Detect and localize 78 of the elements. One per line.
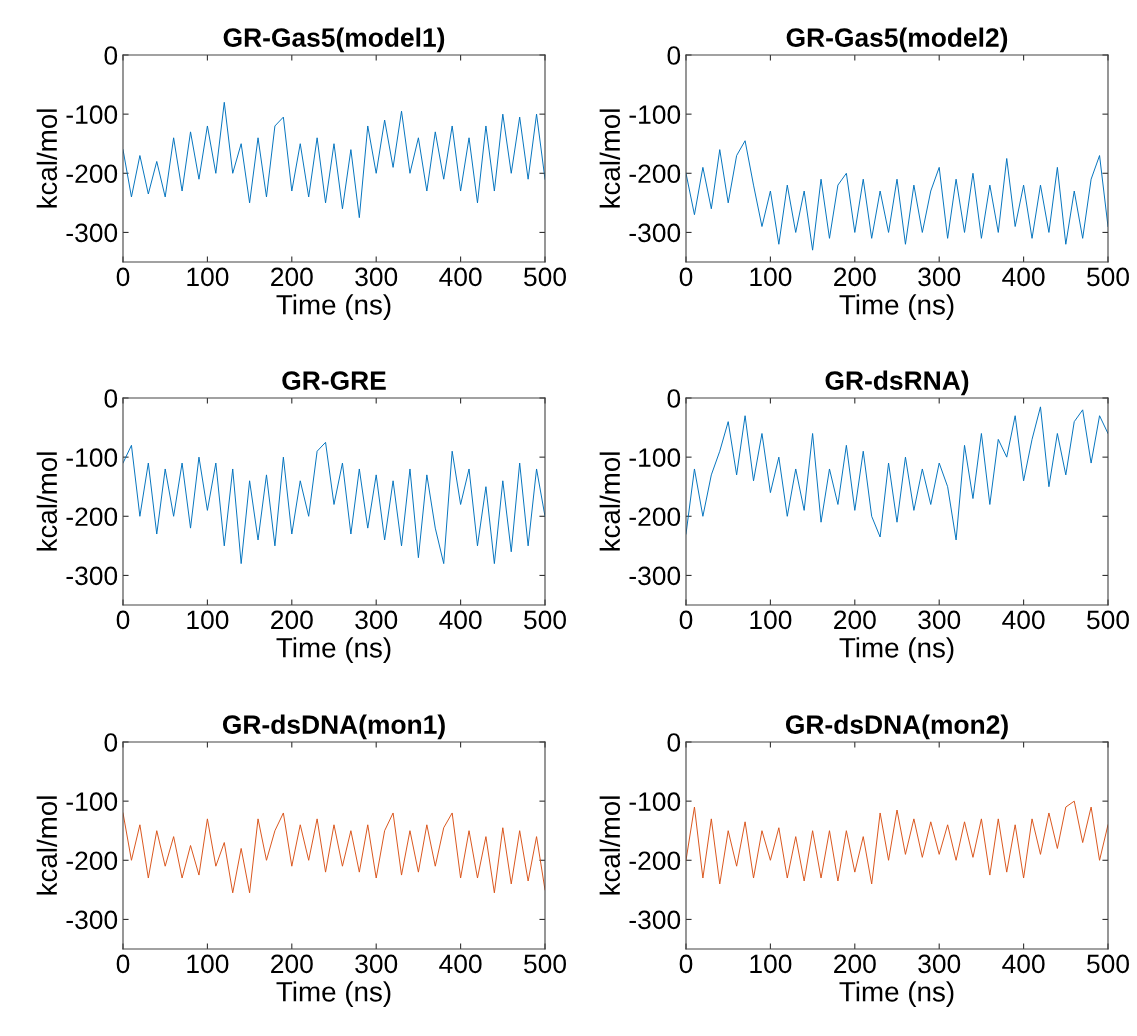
x-tick-label: 200: [834, 954, 876, 974]
y-tick-label: -300: [629, 910, 681, 930]
y-axis-title: kcal/mol: [599, 109, 621, 208]
x-tick-label: 400: [439, 610, 482, 630]
x-tick-label: 300: [918, 267, 961, 287]
y-tick-label: 0: [104, 389, 118, 408]
y-tick-label: -200: [66, 507, 118, 527]
y-tick-label: -200: [66, 851, 118, 871]
y-axis-title: kcal/mol: [36, 452, 58, 551]
x-tick-label: 500: [524, 954, 566, 974]
y-tick-label: 0: [104, 46, 118, 65]
x-tick-label: 100: [187, 954, 229, 974]
x-tick-label: 500: [1087, 267, 1129, 287]
x-axis-title: Time (ns): [839, 294, 954, 321]
x-tick-label: 300: [918, 954, 961, 974]
y-tick-label: -100: [66, 105, 118, 124]
x-tick-label: 200: [834, 610, 876, 630]
y-tick-label: 0: [667, 733, 681, 752]
y-tick-label: -300: [629, 223, 681, 243]
chart-title: GR-dsRNA): [825, 370, 969, 396]
x-tick-label: 100: [750, 610, 792, 630]
x-tick-label: 400: [439, 267, 482, 287]
y-tick-label: 0: [104, 733, 118, 752]
x-tick-label: 100: [750, 954, 792, 974]
x-tick-label: 300: [355, 610, 398, 630]
y-tick-label: -100: [66, 448, 118, 467]
chart-title: GR-dsDNA(mon2): [785, 714, 1008, 740]
x-tick-label: 500: [524, 267, 566, 287]
line-series: [123, 441, 545, 565]
x-tick-label: 200: [834, 267, 876, 287]
x-tick-label: 300: [355, 267, 398, 287]
x-axis-title: Time (ns): [276, 637, 391, 664]
x-tick-label: 400: [1002, 610, 1045, 630]
y-tick-label: -300: [629, 566, 681, 586]
y-tick-label: -100: [629, 105, 681, 124]
y-axis-title: kcal/mol: [36, 109, 58, 208]
chart-title: GR-GRE: [282, 371, 386, 390]
y-tick-label: -200: [629, 507, 681, 527]
y-tick-label: 0: [667, 46, 681, 65]
x-tick-label: 200: [271, 954, 313, 974]
x-axis-title: Time (ns): [276, 981, 391, 1008]
y-tick-label: -100: [629, 448, 681, 467]
chart-title: GR-Gas5(model1): [223, 27, 445, 53]
line-series: [686, 140, 1108, 251]
chart-title: GR-Gas5(model2): [786, 27, 1008, 53]
x-tick-label: 200: [271, 610, 313, 630]
line-series: [686, 406, 1108, 541]
y-tick-label: -300: [66, 910, 118, 930]
y-tick-label: 0: [667, 389, 681, 408]
x-tick-label: 500: [1087, 954, 1129, 974]
y-tick-label: -300: [66, 566, 118, 586]
y-tick-label: -200: [66, 164, 118, 184]
x-tick-label: 500: [524, 610, 566, 630]
y-tick-label: -200: [629, 164, 681, 184]
y-tick-label: -100: [629, 792, 681, 811]
line-series: [123, 812, 545, 894]
line-series: [686, 800, 1108, 885]
x-tick-label: 300: [918, 610, 961, 630]
x-tick-label: 400: [1002, 267, 1045, 287]
y-axis-title: kcal/mol: [599, 796, 621, 895]
x-tick-label: 300: [355, 954, 398, 974]
x-axis-title: Time (ns): [276, 294, 391, 321]
y-axis-title: kcal/mol: [36, 796, 58, 895]
x-tick-label: 100: [750, 267, 792, 287]
line-series: [123, 101, 545, 219]
y-tick-label: -300: [66, 223, 118, 243]
x-tick-label: 400: [1002, 954, 1045, 974]
x-tick-label: 400: [439, 954, 482, 974]
x-tick-label: 100: [187, 267, 229, 287]
y-tick-label: -200: [629, 851, 681, 871]
x-tick-label: 200: [271, 267, 313, 287]
y-tick-label: -100: [66, 792, 118, 811]
x-tick-label: 500: [1087, 610, 1129, 630]
x-axis-title: Time (ns): [839, 637, 954, 664]
x-axis-title: Time (ns): [839, 981, 954, 1008]
y-axis-title: kcal/mol: [599, 452, 621, 551]
x-tick-label: 100: [187, 610, 229, 630]
chart-title: GR-dsDNA(mon1): [222, 714, 445, 740]
